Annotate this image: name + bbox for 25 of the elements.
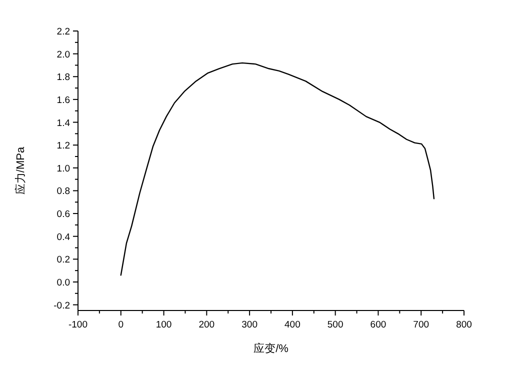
y-tick-label: 0.0 xyxy=(56,277,70,288)
x-tick-label: 200 xyxy=(198,320,215,330)
x-tick-label: 100 xyxy=(156,320,172,330)
y-tick-label: 0.8 xyxy=(56,186,70,198)
x-tick-label: 0 xyxy=(118,320,124,330)
y-tick-label: 0.2 xyxy=(56,254,70,266)
y-tick-label: 1.0 xyxy=(56,163,70,174)
y-axis-title: 应力/MPa xyxy=(14,146,27,195)
y-tick-label: -0.2 xyxy=(54,300,70,312)
x-tick-label: 600 xyxy=(370,320,386,330)
x-tick-label: 800 xyxy=(456,320,472,330)
x-tick-label: 400 xyxy=(284,320,300,330)
x-tick-label: 700 xyxy=(413,320,430,330)
y-tick-label: 2.0 xyxy=(56,49,70,60)
x-axis-title: 应变/% xyxy=(254,342,289,355)
y-tick-label: 0.4 xyxy=(56,232,70,243)
y-tick-label: 0.6 xyxy=(56,209,70,220)
x-tick-label: -100 xyxy=(68,320,88,330)
x-tick-label: 500 xyxy=(327,320,344,330)
y-tick-label: 2.2 xyxy=(56,26,70,38)
y-tick-label: 1.8 xyxy=(56,72,70,84)
y-tick-label: 1.2 xyxy=(56,140,70,152)
y-tick-label: 1.6 xyxy=(56,94,70,106)
y-tick-label: 1.4 xyxy=(56,118,70,129)
x-tick-label: 300 xyxy=(242,320,258,330)
